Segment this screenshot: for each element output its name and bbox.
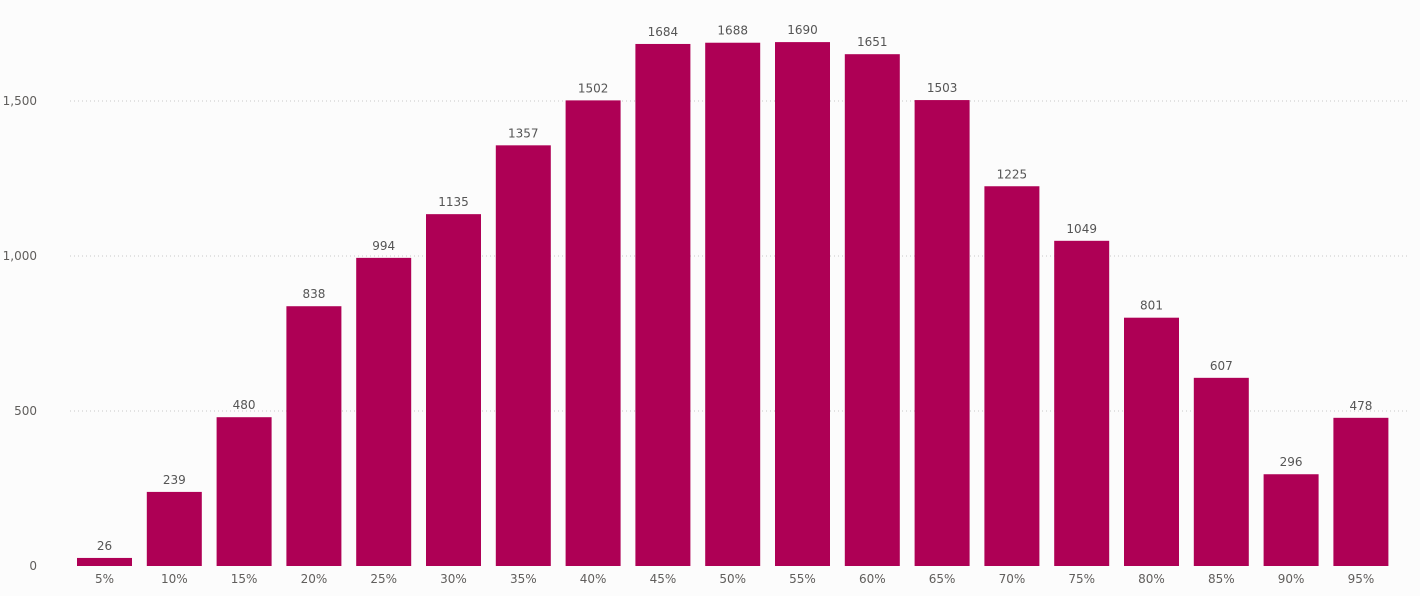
x-tick-label: 90% — [1278, 572, 1305, 586]
bars — [77, 42, 1389, 567]
x-tick-label: 5% — [95, 572, 114, 586]
bar-95% — [1333, 417, 1389, 566]
bar-10% — [146, 491, 202, 566]
x-tick-label: 85% — [1208, 572, 1235, 586]
bar-70% — [984, 186, 1040, 566]
x-tick-label: 30% — [440, 572, 467, 586]
y-tick-label: 1,000 — [3, 249, 37, 263]
data-label: 1688 — [717, 24, 748, 38]
x-tick-label: 15% — [231, 572, 258, 586]
bar-65% — [914, 100, 970, 566]
x-tick-label: 50% — [719, 572, 746, 586]
data-label: 801 — [1140, 299, 1163, 313]
data-label: 478 — [1349, 399, 1372, 413]
x-tick-label: 35% — [510, 572, 537, 586]
bar-40% — [565, 100, 621, 566]
bar-45% — [635, 43, 691, 566]
x-tick-label: 20% — [301, 572, 328, 586]
bar-5% — [77, 557, 132, 566]
x-tick-label: 80% — [1138, 572, 1165, 586]
data-label: 1049 — [1066, 222, 1097, 236]
x-tick-label: 25% — [370, 572, 397, 586]
bar-60% — [844, 54, 900, 566]
bar-20% — [286, 306, 342, 566]
y-axis: 0 500 1,000 1,500 — [3, 94, 37, 573]
data-label: 26 — [97, 539, 112, 553]
bar-30% — [426, 214, 481, 566]
y-tick-label: 1,500 — [3, 94, 37, 108]
data-label: 1503 — [927, 81, 958, 95]
y-tick-label: 0 — [29, 559, 37, 573]
bar-25% — [356, 257, 412, 566]
x-tick-label: 70% — [999, 572, 1026, 586]
data-label: 1684 — [648, 25, 679, 39]
x-tick-label: 10% — [161, 572, 188, 586]
bar-50% — [705, 42, 761, 567]
x-tick-label: 65% — [929, 572, 956, 586]
bar-90% — [1263, 474, 1319, 566]
data-label: 296 — [1280, 455, 1303, 469]
data-label: 1225 — [997, 167, 1028, 181]
bar-35% — [495, 145, 551, 566]
x-tick-label: 55% — [789, 572, 816, 586]
x-tick-label: 95% — [1348, 572, 1375, 586]
data-label: 838 — [302, 287, 325, 301]
data-label: 607 — [1210, 359, 1233, 373]
data-label: 239 — [163, 473, 186, 487]
y-tick-label: 500 — [14, 404, 37, 418]
data-label: 1135 — [438, 195, 469, 209]
data-label: 480 — [233, 398, 256, 412]
data-labels: 26 239 480 838 994 1135 1357 1502 1684 1688 1690 16… — [97, 23, 1372, 553]
bar-55% — [775, 42, 830, 567]
data-label: 1502 — [578, 81, 609, 95]
x-tick-label: 40% — [580, 572, 607, 586]
x-axis: 5% 10% 15% 20% 25% 30% 35% 40% 45% 50% 55% 60% 65% 70… — [95, 572, 1374, 586]
bar-80% — [1124, 317, 1179, 566]
bar-15% — [216, 417, 272, 566]
data-label: 994 — [372, 239, 395, 253]
data-label: 1651 — [857, 35, 888, 49]
bar-75% — [1054, 240, 1110, 566]
bar-85% — [1193, 377, 1249, 566]
x-tick-label: 60% — [859, 572, 886, 586]
x-tick-label: 45% — [650, 572, 677, 586]
data-label: 1357 — [508, 126, 539, 140]
data-label: 1690 — [787, 23, 818, 37]
x-tick-label: 75% — [1068, 572, 1095, 586]
